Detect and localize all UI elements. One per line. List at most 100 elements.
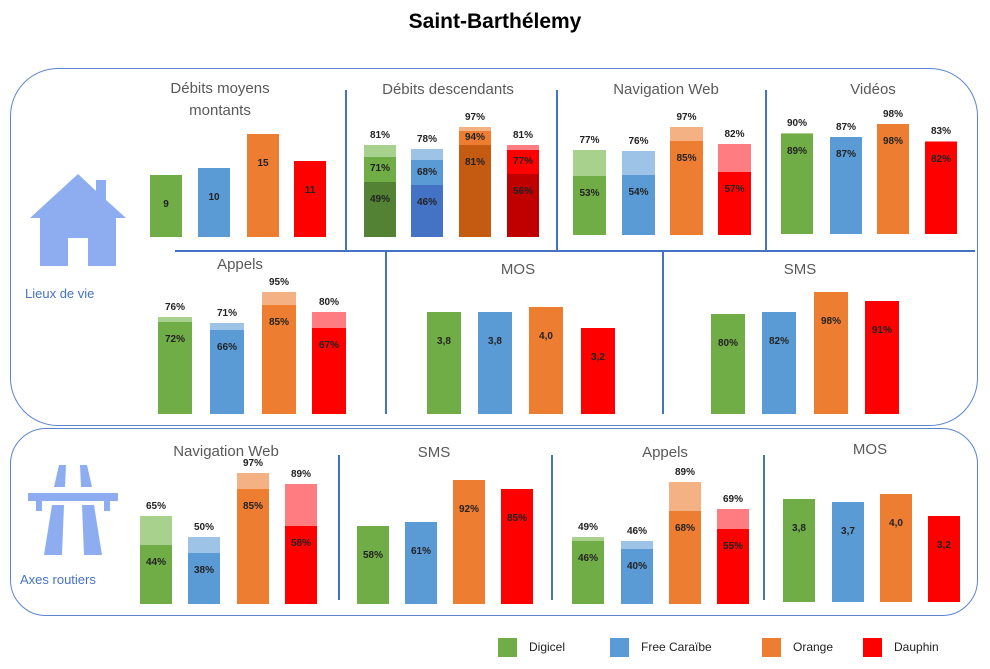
group-label-lieux-de-vie: Lieux de vie: [25, 286, 95, 301]
data-label: 80%: [318, 296, 340, 308]
data-label: 3,7: [841, 526, 855, 538]
data-label: 81%: [369, 130, 391, 142]
bar-orange-layer-3: [459, 145, 491, 237]
panel-title: Navigation Web: [173, 443, 279, 460]
data-label: 76%: [628, 135, 649, 147]
data-label: 53%: [579, 188, 600, 200]
panel-title: SMS: [783, 261, 817, 278]
divider: [385, 252, 387, 414]
data-label: 10: [208, 192, 220, 203]
bar-free-caraibe-layer-1: [832, 502, 864, 602]
data-label: 44%: [145, 556, 167, 568]
group-label-axes-routiers: Axes routiers: [20, 572, 96, 587]
data-label: 11: [304, 185, 316, 197]
bar-digicel-layer-2: [158, 321, 192, 414]
data-label: 94%: [464, 132, 486, 144]
data-label: 85%: [676, 152, 697, 164]
data-label: 15: [257, 157, 269, 169]
bar-dauphin-layer-1: [928, 515, 960, 602]
bar-digicel-layer-2: [781, 134, 813, 234]
data-label: 3,8: [488, 336, 502, 348]
data-label: 46%: [626, 525, 648, 537]
data-label: 4,0: [889, 518, 903, 529]
data-label: 40%: [626, 561, 648, 573]
data-label: 3,2: [937, 539, 951, 551]
data-label: 83%: [930, 126, 952, 138]
legend-label: Free Caraïbe: [641, 640, 712, 654]
bar-free-caraibe-layer-2: [621, 549, 653, 604]
panel-title: MOS: [852, 441, 888, 458]
highway-icon: [28, 465, 118, 555]
divider: [662, 252, 664, 414]
data-label: 77%: [579, 134, 600, 146]
bar-orange-layer-2: [877, 124, 909, 234]
data-label: 89%: [786, 146, 808, 158]
data-label: 97%: [676, 112, 697, 124]
bar-free-caraibe-layer-1: [405, 521, 437, 604]
bar-dauphin-layer-1: [501, 489, 533, 604]
bar-dauphin-layer-1: [581, 328, 615, 414]
data-label: 98%: [820, 315, 842, 327]
bar-free-caraibe-layer-1: [198, 168, 230, 237]
bar-digicel-layer-2: [572, 540, 604, 604]
house-icon: [30, 174, 126, 266]
data-label: 61%: [410, 545, 432, 557]
bar-orange-layer-1: [247, 133, 279, 237]
legend-swatch: [610, 637, 629, 657]
bar-free-caraibe-layer-2: [622, 175, 655, 235]
data-label: 46%: [577, 552, 599, 564]
bar-orange-layer-2: [262, 305, 296, 414]
divider: [338, 455, 340, 600]
bar-orange-layer-1: [880, 494, 912, 602]
bar-dauphin-layer-2: [312, 328, 346, 414]
bar-dauphin-layer-2: [285, 525, 317, 604]
data-label: 80%: [717, 338, 739, 350]
panel-title: Navigation Web: [613, 81, 719, 98]
data-label: 90%: [786, 118, 808, 130]
data-label: 3,8: [792, 523, 806, 535]
bar-dauphin-layer-2: [925, 142, 957, 234]
legend-label: Dauphin: [894, 640, 939, 654]
panel-title: MOS: [500, 261, 536, 278]
data-label: 98%: [882, 109, 904, 121]
bar-digicel-layer-3: [364, 181, 396, 237]
panel-title: SMS: [417, 444, 451, 461]
data-label: 58%: [290, 537, 312, 549]
divider: [345, 90, 347, 250]
data-label: 49%: [577, 521, 599, 533]
data-label: 69%: [722, 494, 744, 506]
legend-item-dauphin: Dauphin: [863, 636, 939, 658]
data-label: 87%: [835, 148, 857, 160]
data-label: 56%: [512, 185, 534, 197]
bar-free-caraibe-layer-2: [210, 329, 244, 414]
data-label: 85%: [242, 501, 264, 513]
legend-item-orange: Orange: [762, 636, 833, 658]
data-label: 38%: [193, 564, 215, 576]
data-label: 82%: [930, 154, 952, 166]
data-label: 91%: [871, 324, 893, 336]
data-label: 57%: [724, 183, 745, 195]
divider: [765, 90, 767, 250]
data-label: 68%: [416, 166, 438, 178]
data-label: 46%: [416, 197, 438, 209]
data-label: 68%: [674, 522, 696, 534]
bar-orange-layer-1: [453, 479, 485, 604]
bar-orange-layer-2: [669, 510, 701, 604]
data-label: 81%: [512, 130, 534, 142]
data-label: 4,0: [539, 330, 553, 342]
data-label: 58%: [362, 549, 384, 561]
panel-title: Appels: [642, 444, 688, 461]
data-label: 97%: [464, 112, 486, 124]
data-label: 54%: [628, 187, 649, 199]
bar-free-caraibe-layer-2: [188, 552, 220, 604]
bar-free-caraibe-layer-1: [478, 312, 512, 414]
bar-orange-layer-2: [670, 140, 703, 235]
section-lieux-de-vie: [10, 68, 978, 426]
bar-orange-layer-1: [529, 306, 563, 414]
legend-label: Digicel: [529, 640, 566, 654]
bar-digicel-layer-2: [140, 544, 172, 604]
divider: [763, 455, 765, 600]
data-label: 85%: [268, 317, 290, 329]
data-label: 49%: [369, 193, 391, 205]
data-label: 3,2: [591, 352, 605, 364]
